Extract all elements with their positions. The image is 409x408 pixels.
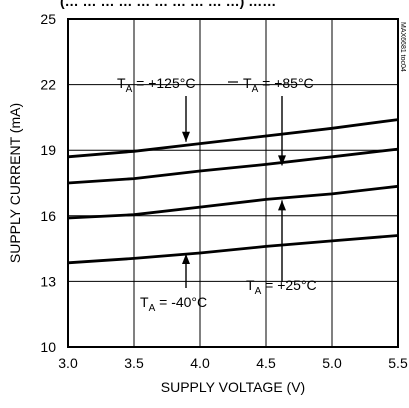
annotation-ta-85: TA = +85°C [243,75,314,95]
chart-id-label: MAX6681 toc04 [399,22,406,72]
arrow-85-head [278,155,286,166]
y-tick-label: 13 [40,273,56,289]
header-fragment: (… … … … … … … … … …) …… [60,0,276,9]
x-tick-label: 5.5 [388,355,408,371]
x-tick-label: 4.0 [190,355,210,371]
y-tick-label: 25 [40,11,56,27]
annotation-ta-minus-40: TA = -40°C [140,294,207,314]
arrow-125-head [182,131,190,142]
x-axis-title: SUPPLY VOLTAGE (V) [161,379,305,395]
x-tick-label: 3.0 [58,355,78,371]
y-tick-label: 10 [40,339,56,355]
plot-frame [67,18,399,348]
series-line-0 [67,118,399,159]
annotation-arrows [182,96,286,288]
annotation-ta-125: TA = +125°C [117,75,195,95]
series-line-1 [67,147,399,185]
y-axis-title: SUPPLY CURRENT (mA) [7,103,23,263]
arrow-minus-40-head [182,253,190,264]
y-tick-label: 19 [40,142,56,158]
x-tick-label: 5.0 [322,355,342,371]
annotation-ta-25: TA = +25°C [246,277,317,297]
arrow-25-head [278,200,286,211]
x-tick-labels: 3.0 3.5 4.0 4.5 5.0 5.5 [58,355,408,371]
series-line-3 [67,234,399,265]
x-tick-label: 4.5 [256,355,276,371]
y-tick-label: 16 [40,208,56,224]
x-tick-label: 3.5 [124,355,144,371]
y-tick-labels: 10 13 16 19 22 25 [40,11,56,355]
data-lines [67,118,399,265]
grid-lines [68,19,398,347]
y-tick-label: 22 [40,77,56,93]
series-line-2 [67,184,399,220]
